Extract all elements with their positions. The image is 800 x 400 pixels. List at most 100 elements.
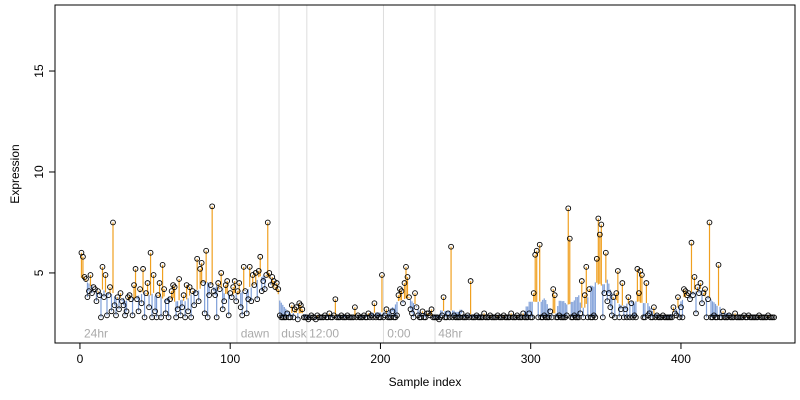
point — [158, 314, 164, 321]
annotation: 24hr — [84, 327, 108, 341]
x-tick-label: 200 — [370, 352, 390, 366]
point — [550, 286, 557, 292]
point — [332, 296, 339, 303]
point — [134, 296, 140, 303]
point — [228, 294, 235, 301]
point — [413, 304, 420, 311]
point — [563, 312, 570, 319]
point — [545, 314, 552, 321]
point — [583, 264, 590, 270]
point — [636, 290, 642, 296]
point — [230, 284, 237, 290]
point — [398, 288, 405, 294]
point — [231, 278, 238, 284]
point — [186, 284, 193, 290]
annotation: 0:00 — [387, 327, 411, 341]
point — [419, 308, 426, 315]
point — [350, 314, 357, 321]
point — [201, 310, 208, 317]
point — [395, 292, 402, 298]
point — [400, 300, 406, 307]
point — [404, 274, 411, 280]
point — [102, 272, 109, 278]
point — [159, 262, 166, 268]
point — [266, 270, 273, 276]
point — [197, 266, 203, 272]
point — [403, 264, 409, 270]
point — [293, 304, 300, 311]
point — [533, 247, 540, 254]
point — [685, 290, 692, 296]
point — [236, 280, 243, 286]
point — [622, 306, 629, 313]
point — [251, 282, 258, 288]
point — [219, 306, 226, 313]
point — [290, 314, 297, 321]
point — [676, 314, 683, 321]
point — [257, 253, 264, 260]
point — [111, 302, 118, 309]
y-axis-label: Expression — [8, 144, 22, 203]
point — [177, 312, 184, 319]
point — [593, 255, 600, 262]
point — [595, 215, 602, 222]
point — [194, 255, 200, 262]
point — [114, 294, 121, 301]
point — [715, 262, 722, 268]
x-axis-label: Sample index — [389, 375, 462, 389]
point — [113, 312, 119, 319]
point — [288, 302, 295, 309]
x-tick-label: 300 — [521, 352, 541, 366]
point — [83, 276, 89, 282]
point — [586, 286, 593, 292]
point — [619, 280, 626, 286]
y-tick-label: 5 — [32, 269, 46, 276]
point — [167, 296, 173, 303]
point — [566, 235, 573, 242]
point — [624, 314, 630, 321]
point — [240, 264, 247, 270]
point — [679, 314, 686, 321]
point — [209, 203, 216, 210]
point — [96, 292, 103, 298]
point — [627, 314, 633, 321]
point — [615, 268, 621, 274]
point — [242, 288, 249, 294]
point — [639, 272, 645, 278]
point — [371, 300, 378, 307]
point — [147, 249, 154, 256]
point — [592, 314, 599, 321]
point — [176, 276, 182, 282]
point — [467, 278, 474, 284]
point — [536, 241, 543, 248]
point — [168, 288, 175, 294]
point — [185, 308, 191, 315]
point — [598, 221, 605, 228]
point — [254, 296, 261, 303]
point — [243, 310, 250, 317]
point — [105, 292, 112, 298]
point — [287, 314, 294, 321]
point — [406, 294, 412, 301]
point — [140, 266, 146, 272]
point — [394, 312, 400, 319]
point — [239, 312, 246, 319]
point — [141, 314, 148, 321]
point — [383, 306, 390, 313]
x-tick-label: 100 — [220, 352, 240, 366]
point — [221, 298, 228, 305]
point — [191, 302, 197, 309]
point — [628, 300, 635, 307]
point — [110, 219, 116, 226]
point — [255, 268, 262, 274]
point — [218, 270, 225, 276]
annotation: 12:00 — [309, 327, 339, 341]
point — [135, 308, 142, 315]
point — [678, 304, 684, 311]
point — [117, 290, 124, 296]
point — [137, 286, 143, 292]
point — [207, 282, 214, 288]
point — [694, 284, 701, 290]
point — [261, 286, 268, 292]
point — [146, 304, 152, 311]
